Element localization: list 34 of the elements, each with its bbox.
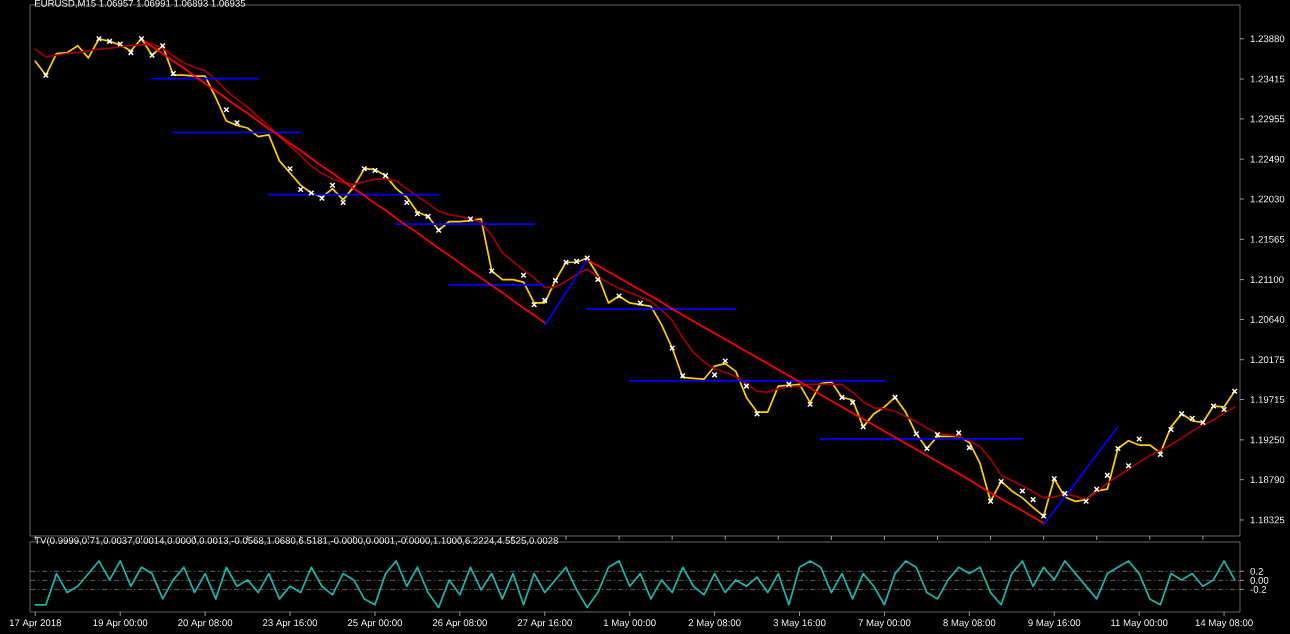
x-tick-label: 7 May 00:00 xyxy=(858,619,911,629)
x-tick-label: 9 May 16:00 xyxy=(1028,619,1081,629)
y-tick-label: 1.22955 xyxy=(1250,115,1285,123)
x-tick-label: 2 May 08:00 xyxy=(688,619,741,629)
y-tick-label: 1.18325 xyxy=(1250,516,1285,524)
y-tick-label: 1.22490 xyxy=(1250,155,1285,163)
y-tick-label: 0.00 xyxy=(1250,576,1269,584)
x-tick-label: 23 Apr 16:00 xyxy=(263,619,318,629)
y-tick-label: 1.19250 xyxy=(1250,436,1285,444)
x-tick-label: 1 May 00:00 xyxy=(604,619,656,629)
x-tick-label: 11 May 00:00 xyxy=(1111,619,1168,629)
y-tick-label: -0.2 xyxy=(1250,586,1267,593)
x-tick-label: 27 Apr 16:00 xyxy=(517,619,572,629)
y-tick-label: 1.21100 xyxy=(1250,276,1284,283)
y-tick-label: 1.21565 xyxy=(1250,235,1285,243)
chart-title: EURUSD,M15 1.06957 1.06991 1.06893 1.06935 xyxy=(35,0,246,8)
x-tick-label: 8 May 08:00 xyxy=(943,619,996,629)
y-tick-label: 1.20175 xyxy=(1250,356,1285,364)
y-tick-label: 1.19715 xyxy=(1250,396,1285,403)
x-tick-label: 14 May 08:00 xyxy=(1195,619,1253,629)
x-tick-label: 20 Apr 08:00 xyxy=(178,619,233,629)
y-tick-label: 1.23415 xyxy=(1250,75,1285,83)
x-tick-label: 26 Apr 08:00 xyxy=(432,619,487,629)
line-series xyxy=(543,258,589,327)
x-tick-label: 25 Apr 00:00 xyxy=(347,619,403,629)
y-tick-label: 1.23880 xyxy=(1250,35,1285,43)
y-tick-label: 1.20640 xyxy=(1250,316,1285,323)
y-tick-label: 0.2 xyxy=(1250,567,1263,575)
x-tick-label: 3 May 16:00 xyxy=(773,619,826,629)
y-tick-label: 1.22030 xyxy=(1250,195,1285,203)
y-tick-label: 1.18790 xyxy=(1250,476,1285,484)
chart-title: TV(0.9999,0.71,0.0037,0.0014,0.0000,0.0013,-0.0568,1.0680,6.5181,-0.0000,0.0001,-0.0000,1.1000,6.2224,4.5525,0.0028 xyxy=(34,536,558,546)
x-tick-label: 17 Apr 2018 xyxy=(9,619,62,629)
x-tick-label: 19 Apr 00:00 xyxy=(93,619,148,629)
